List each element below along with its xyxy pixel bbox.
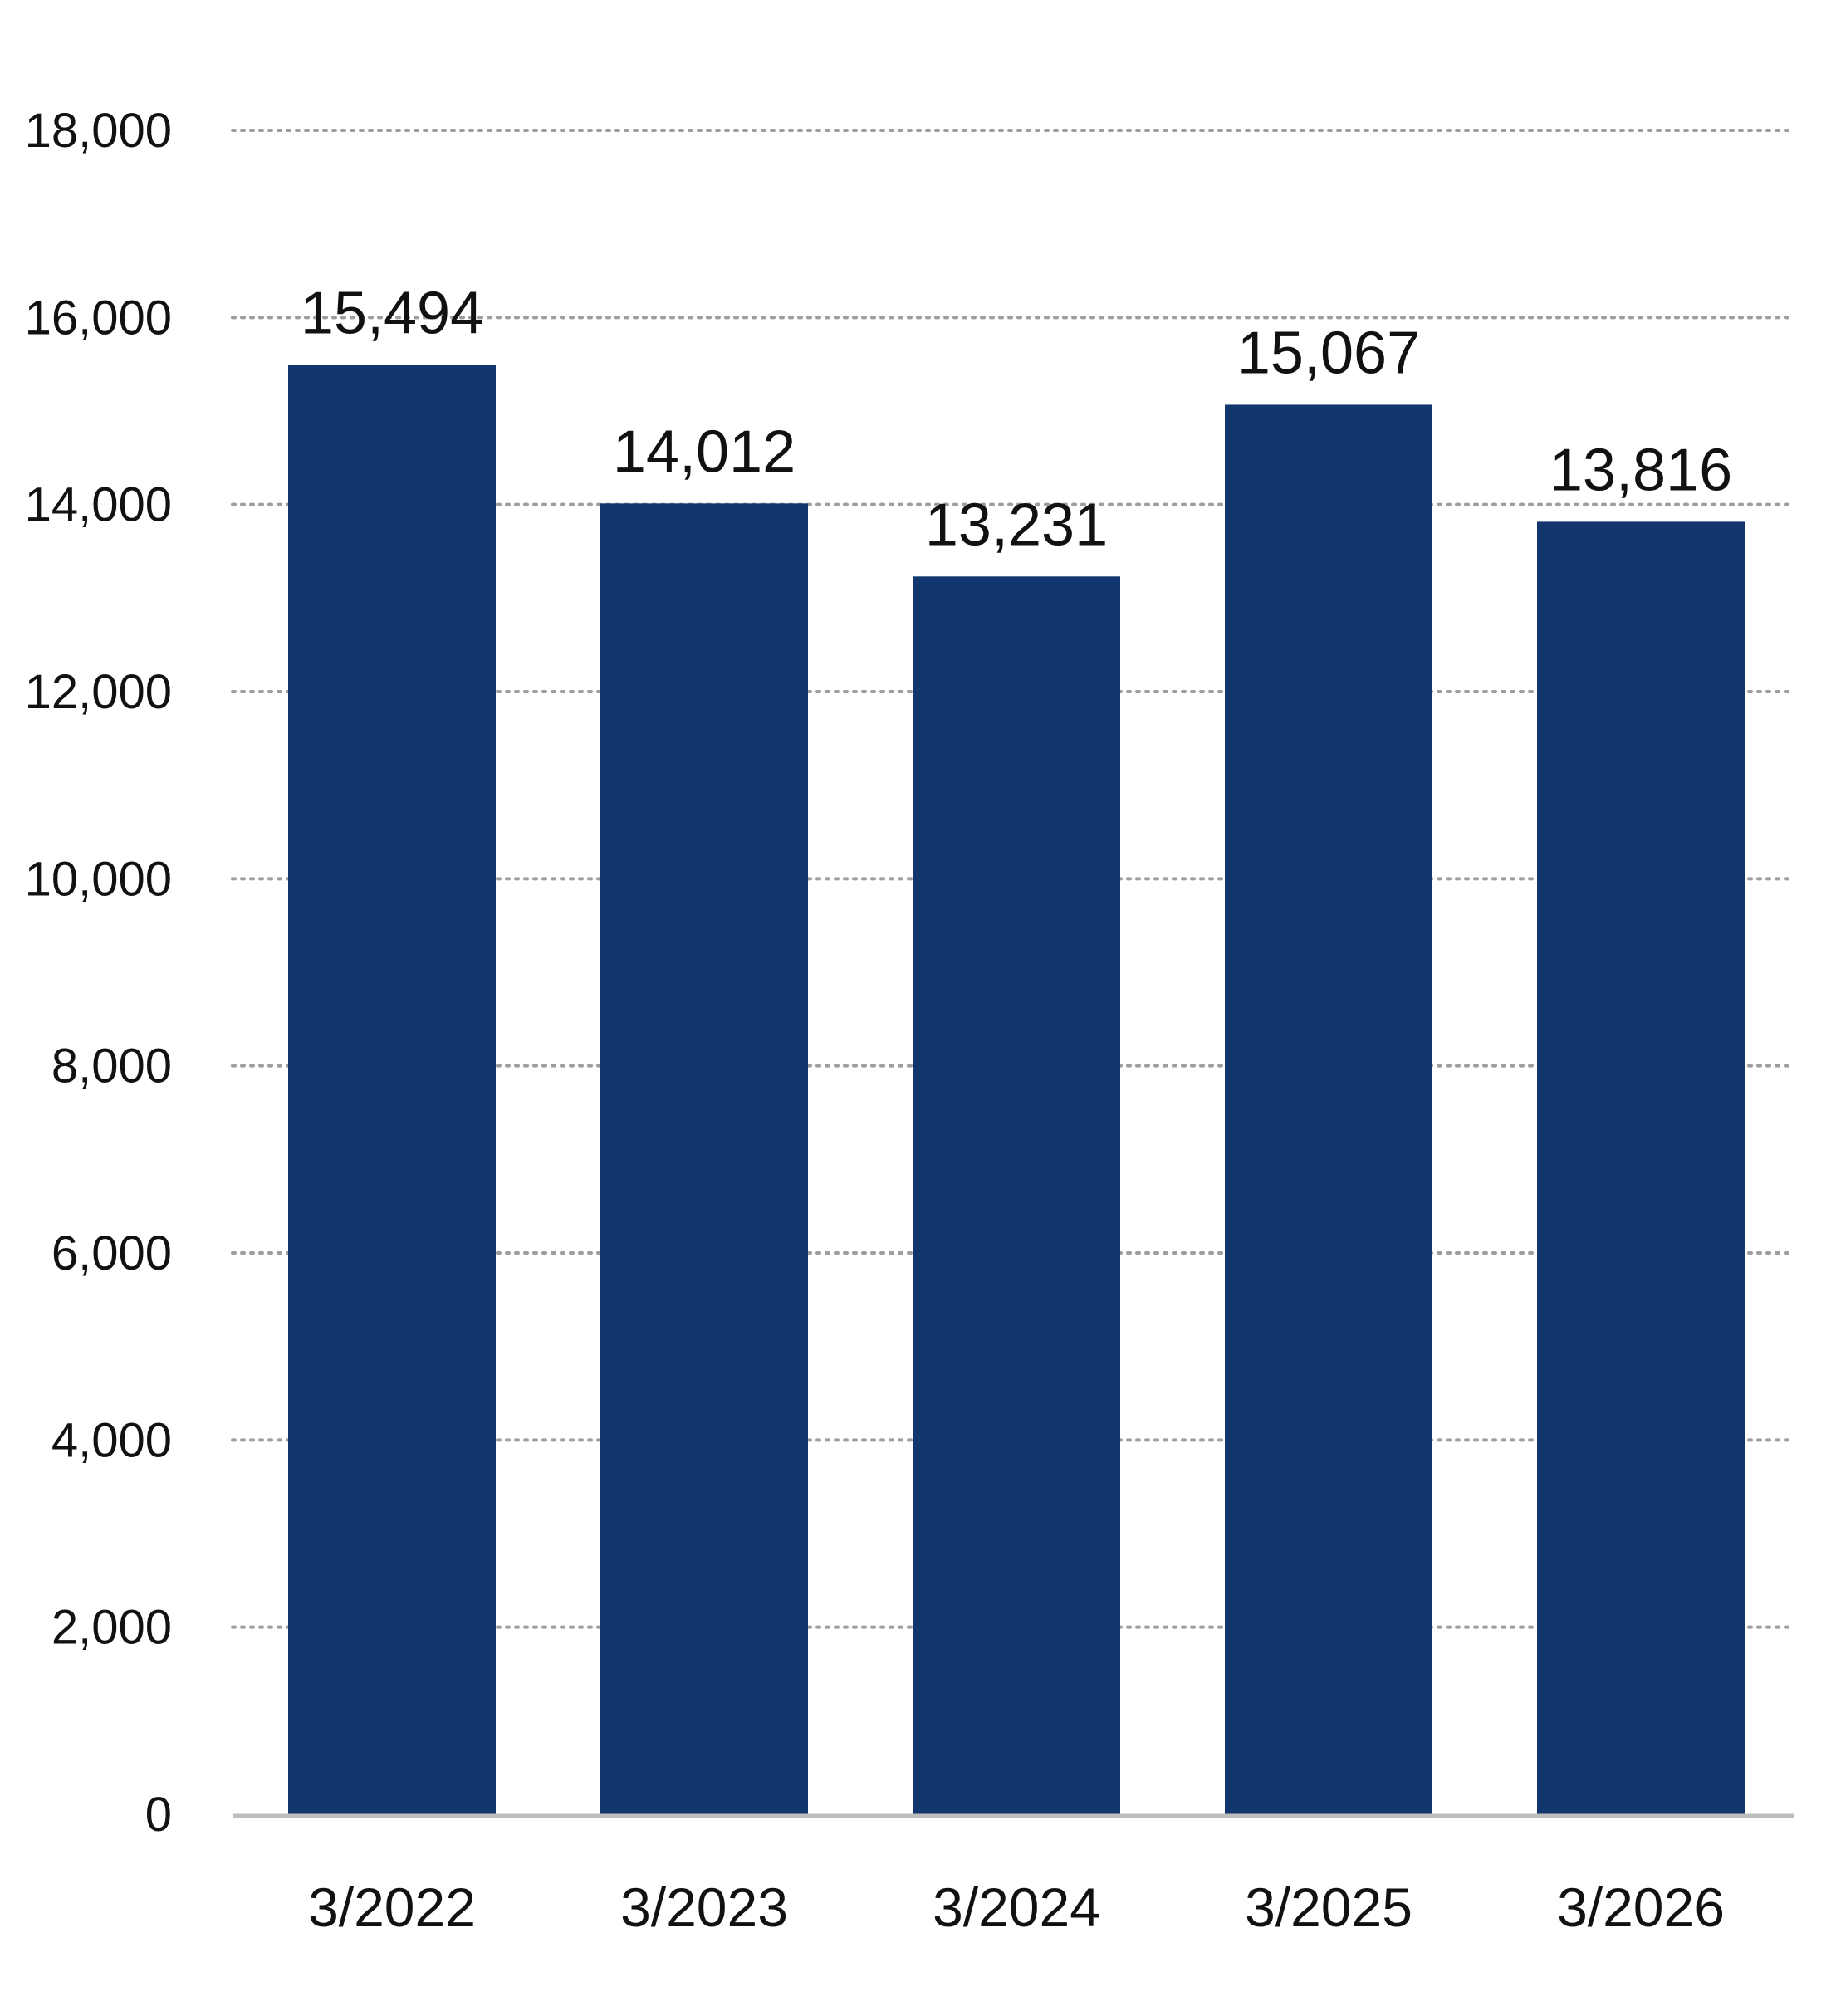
y-tick-label: 16,000 [25,291,172,345]
x-tick-label: 3/2025 [1245,1877,1412,1938]
bar [1225,404,1432,1815]
y-tick-label: 6,000 [51,1226,172,1280]
y-tick-label: 8,000 [51,1040,172,1094]
y-tick-label: 4,000 [51,1413,172,1467]
y-tick-label: 12,000 [25,665,172,719]
data-label: 15,067 [1237,320,1420,386]
bars [288,365,1745,1815]
y-tick-label: 0 [145,1788,172,1842]
y-axis-ticks: 0 2,000 4,000 6,000 8,000 10,000 12,000 14,000 1… [25,104,172,1842]
x-tick-label: 3/2026 [1557,1877,1725,1938]
data-label: 13,231 [925,492,1108,558]
x-tick-label: 3/2022 [308,1877,476,1938]
data-label: 15,494 [301,280,483,346]
data-labels: 15,494 14,012 13,231 15,067 13,816 [301,280,1732,558]
x-tick-label: 3/2024 [933,1877,1100,1938]
data-label: 13,816 [1550,437,1732,503]
y-tick-label: 18,000 [25,104,172,158]
y-tick-label: 10,000 [25,852,172,906]
bar [1537,521,1745,1814]
x-tick-label: 3/2023 [620,1877,788,1938]
bar [600,503,808,1814]
y-tick-label: 14,000 [25,478,172,532]
y-tick-label: 2,000 [51,1601,172,1655]
bar [288,365,496,1814]
data-label: 14,012 [613,418,796,485]
bar [913,576,1120,1814]
x-axis-ticks: 3/2022 3/2023 3/2024 3/2025 3/2026 [308,1877,1725,1938]
